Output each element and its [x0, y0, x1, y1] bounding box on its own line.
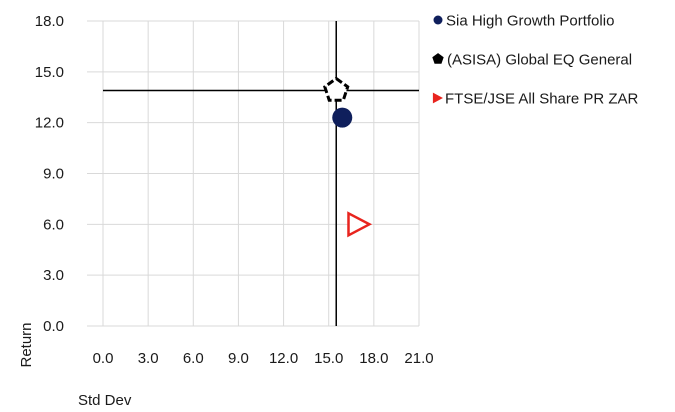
y-tick-labels: 0.0 3.0 6.0 9.0 12.0 15.0 18.0	[35, 13, 64, 335]
data-point-pentagon	[323, 76, 350, 102]
data-points	[323, 76, 373, 238]
data-point-triangle-right	[347, 211, 373, 238]
y-tick-label: 12.0	[35, 115, 64, 132]
legend-label: FTSE/JSE All Share PR ZAR	[445, 91, 639, 108]
x-tick-labels: 0.0 3.0 6.0 9.0 12.0 15.0 18.0 21.0	[93, 350, 434, 367]
legend: Sia High Growth Portfolio (ASISA) Global …	[432, 13, 639, 108]
x-tick-label: 18.0	[359, 350, 388, 367]
y-tick-label: 18.0	[35, 13, 64, 30]
y-axis-label: Return	[18, 322, 35, 367]
x-tick-label: 21.0	[404, 350, 433, 367]
y-tick-label: 3.0	[43, 267, 64, 284]
x-tick-label: 3.0	[138, 350, 159, 367]
legend-label: Sia High Growth Portfolio	[446, 13, 614, 30]
x-tick-label: 12.0	[269, 350, 298, 367]
y-tick-label: 0.0	[43, 318, 64, 335]
y-tick-label: 15.0	[35, 64, 64, 81]
legend-label: (ASISA) Global EQ General	[447, 52, 632, 69]
legend-marker-pentagon	[432, 53, 444, 64]
reference-lines	[103, 21, 419, 326]
x-tick-label: 6.0	[183, 350, 204, 367]
x-tick-label: 0.0	[93, 350, 114, 367]
x-axis-label: Std Dev	[78, 392, 132, 409]
x-tick-label: 15.0	[314, 350, 343, 367]
x-tick-label: 9.0	[228, 350, 249, 367]
y-tick-label: 9.0	[43, 166, 64, 183]
legend-marker-circle	[433, 15, 443, 25]
data-point-circle	[332, 107, 353, 128]
y-tick-label: 6.0	[43, 216, 64, 233]
grid	[87, 20, 420, 327]
legend-marker-triangle-right	[432, 92, 443, 104]
